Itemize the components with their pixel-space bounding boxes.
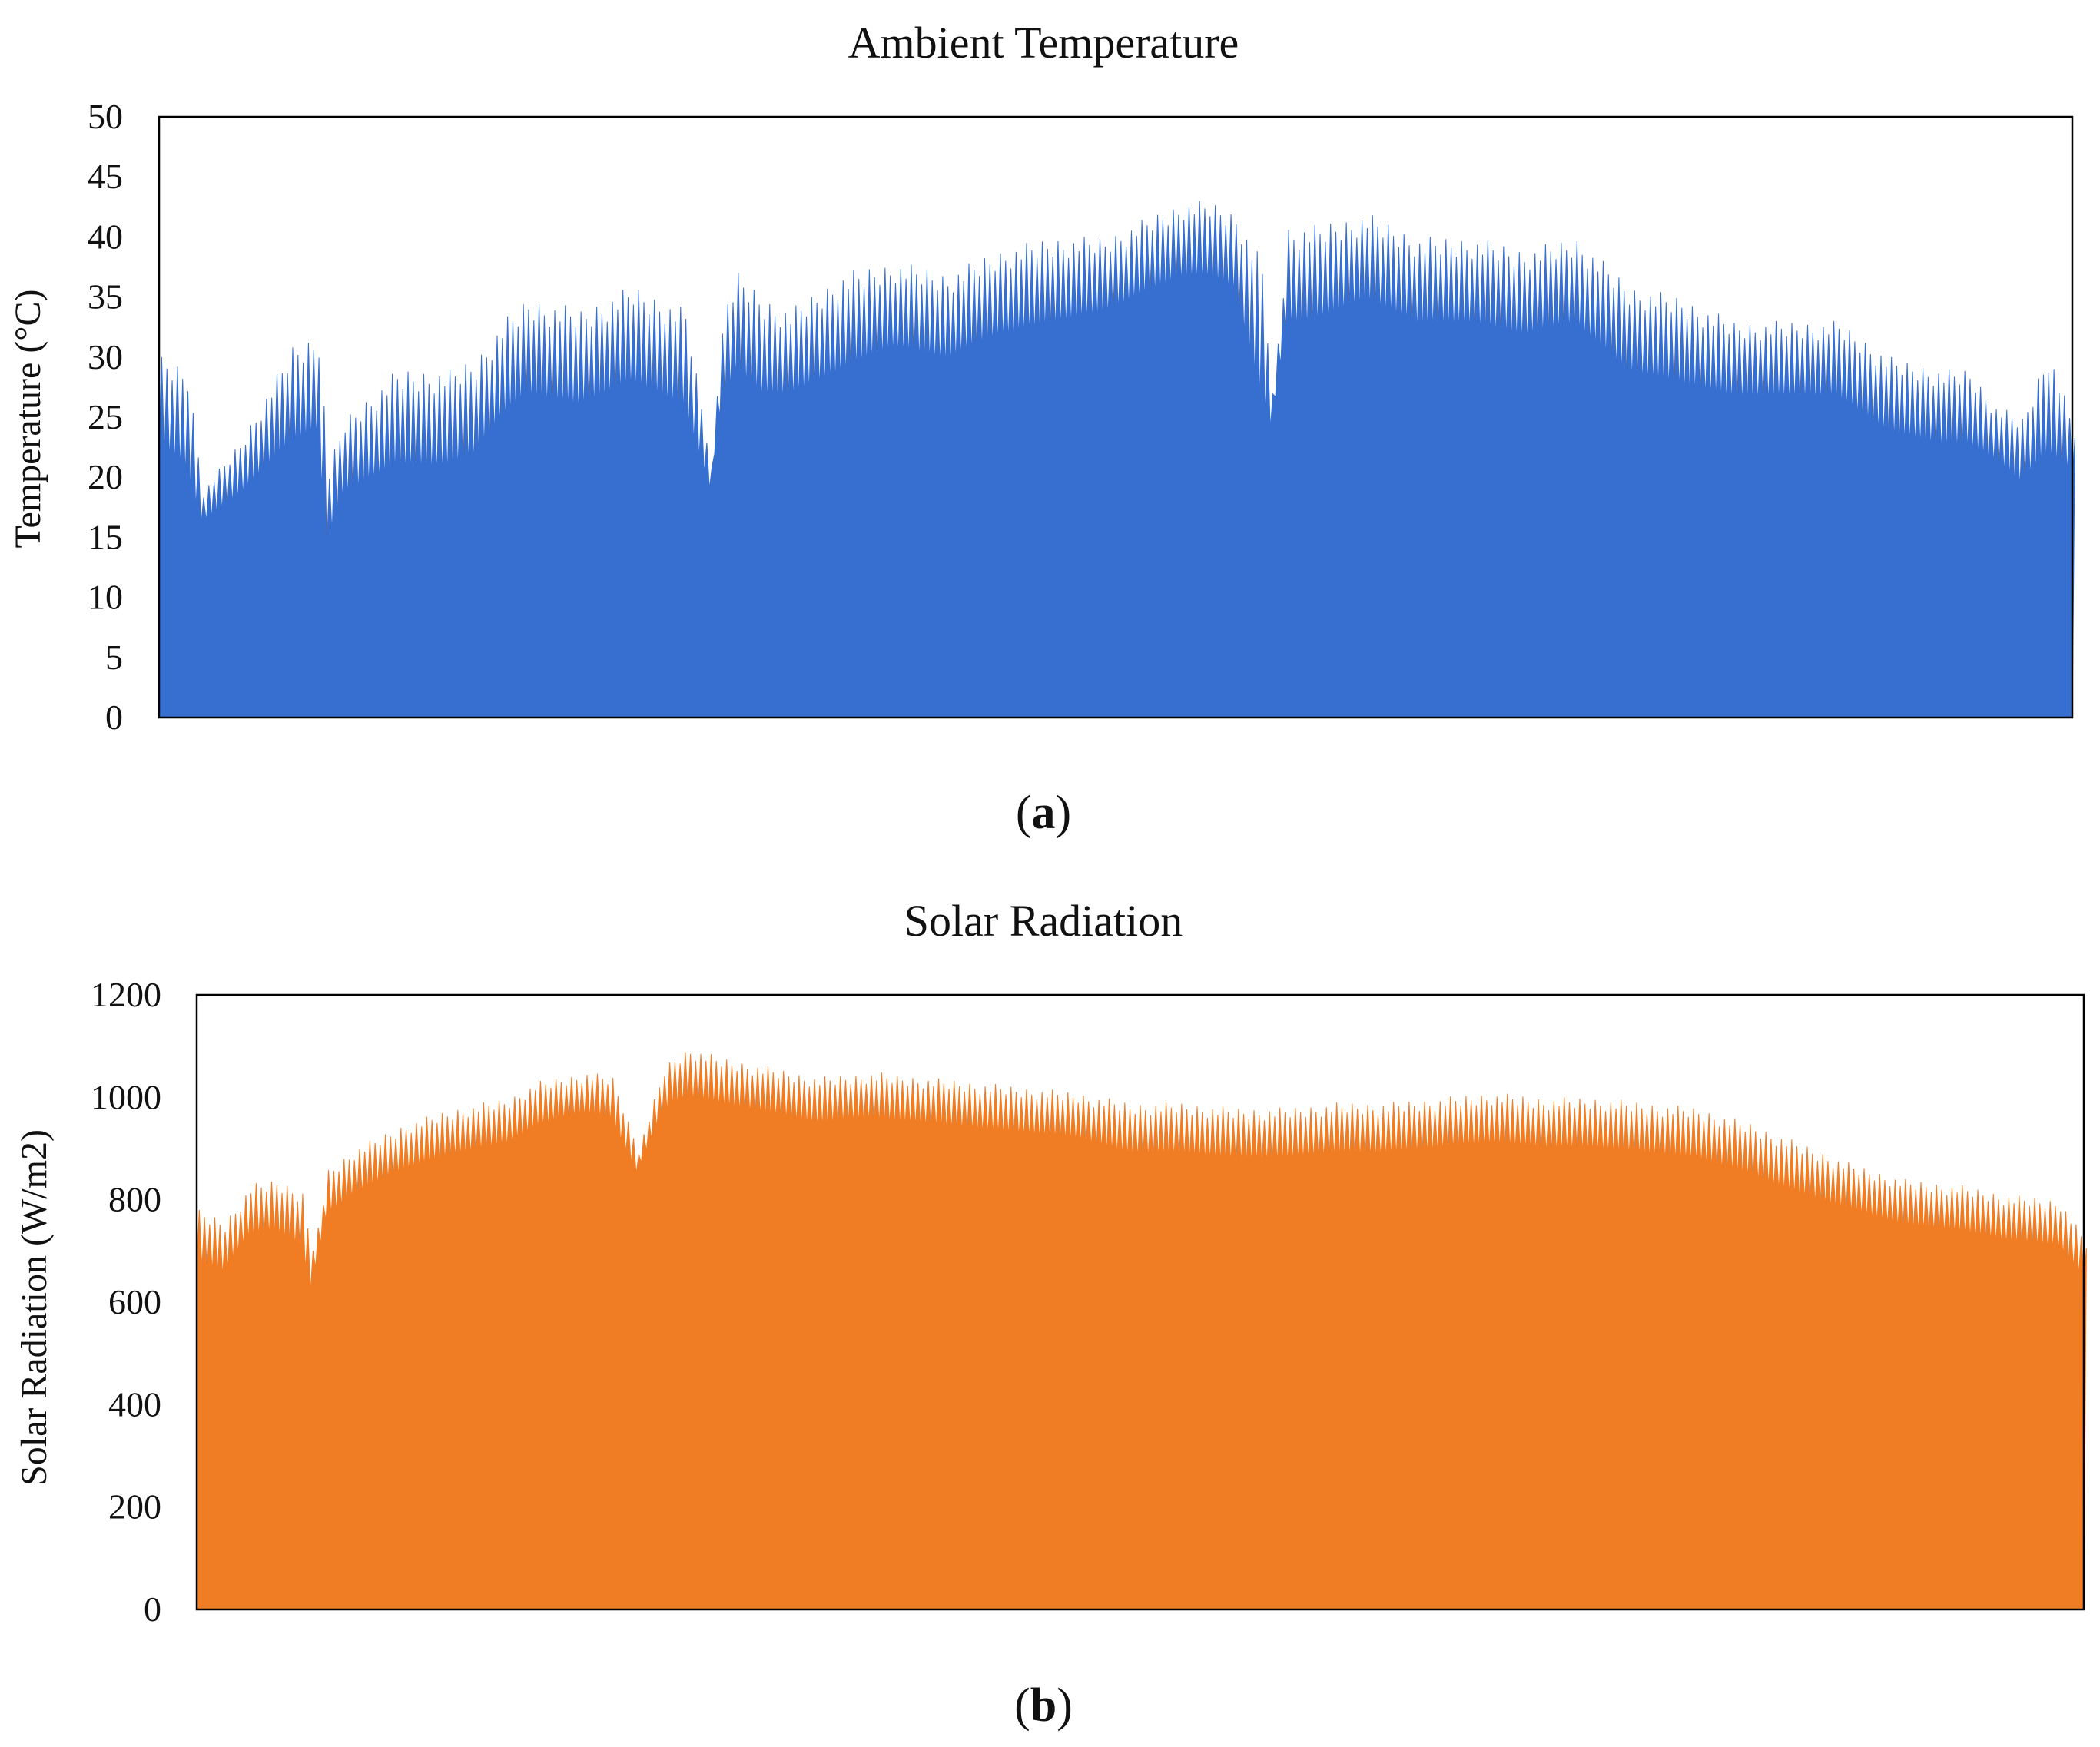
y-tick-label-a: 5 [105, 638, 123, 677]
y-tick-label-b: 600 [108, 1282, 161, 1321]
y-axis-label-a: Temperature (°C) [8, 289, 48, 548]
y-tick-label-a: 15 [88, 517, 123, 556]
panel-letter-a: a [1032, 787, 1056, 839]
y-tick-label-b: 1000 [91, 1077, 161, 1116]
y-tick-label-a: 20 [88, 457, 123, 496]
y-ticks-b: 0 200 400 600 800 1000 1200 [91, 975, 161, 1629]
panel-b: Solar Radiation Solar Radiation (W/m2) 0… [14, 896, 2087, 1732]
plot-frame-b [195, 993, 2085, 1611]
y-axis-label-b: Solar Radiation (W/m2) [14, 1129, 55, 1486]
y-tick-label-b: 400 [108, 1384, 161, 1424]
series-area-b [196, 1052, 2087, 1610]
chart-title-b: Solar Radiation [904, 896, 1183, 946]
y-tick-label-a: 30 [88, 337, 123, 376]
plot-frame-a [158, 115, 2074, 719]
panel-label-a: (a) [1016, 787, 1071, 839]
y-tick-label-b: 0 [144, 1590, 161, 1629]
y-tick-label-a: 45 [88, 157, 123, 196]
y-tick-label-a: 0 [105, 698, 123, 737]
series-fill-b [196, 1052, 2087, 1610]
series-area-a [158, 201, 2075, 718]
series-fill-a [158, 201, 2075, 718]
y-tick-label-a: 50 [88, 97, 123, 136]
y-tick-label-a: 25 [88, 397, 123, 436]
y-tick-label-a: 10 [88, 578, 123, 617]
panel-a: Ambient Temperature Temperature (°C) 0 5 1… [8, 18, 2075, 839]
panel-label-b: (b) [1014, 1679, 1073, 1732]
y-tick-label-a: 40 [88, 217, 123, 256]
chart-title-a: Ambient Temperature [848, 18, 1239, 68]
y-ticks-a: 0 5 10 15 20 25 30 35 40 45 50 [88, 97, 123, 737]
y-tick-label-b: 200 [108, 1487, 161, 1527]
y-tick-label-b: 800 [108, 1180, 161, 1219]
y-tick-label-a: 35 [88, 277, 123, 317]
panel-letter-b: b [1030, 1679, 1057, 1732]
y-tick-label-b: 1200 [91, 975, 161, 1014]
